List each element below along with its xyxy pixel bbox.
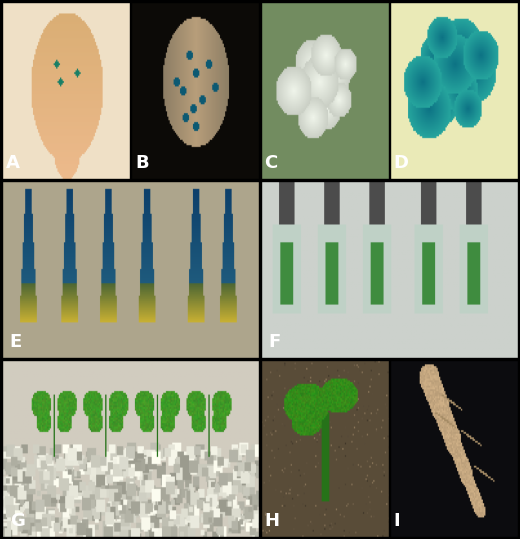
Text: H: H xyxy=(264,512,279,530)
Text: G: G xyxy=(10,512,24,530)
Text: D: D xyxy=(394,154,409,172)
Text: E: E xyxy=(10,333,22,351)
Text: A: A xyxy=(6,154,20,172)
Text: I: I xyxy=(394,512,400,530)
Text: C: C xyxy=(264,154,278,172)
Text: F: F xyxy=(268,333,280,351)
Text: B: B xyxy=(135,154,149,172)
